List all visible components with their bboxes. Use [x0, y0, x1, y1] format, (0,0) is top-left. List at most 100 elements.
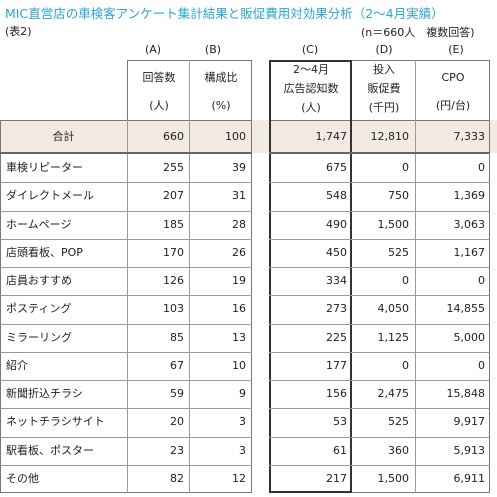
cell-cpo: 0	[478, 161, 485, 174]
cell-cpo: 6,911	[453, 471, 486, 485]
row-divider	[0, 239, 252, 240]
row-divider	[269, 352, 490, 353]
cell-cpo: 1,167	[453, 245, 486, 259]
cell-promo-cost: 525	[388, 415, 409, 429]
cell-ratio: 31	[232, 189, 246, 203]
cell-promo-cost: 1,500	[377, 217, 410, 231]
col-c-header-line3: (人)	[301, 101, 321, 114]
total-label: 合計	[52, 130, 75, 143]
cell-ratio: 39	[232, 161, 246, 174]
total-cpo: 7,333	[453, 130, 486, 143]
cell-cpo: 15,848	[446, 387, 486, 400]
cell-cpo: 3,063	[453, 217, 486, 231]
col-letter-b: (B)	[204, 43, 222, 56]
col-letter-a: (A)	[144, 43, 162, 56]
cell-awareness: 334	[326, 274, 347, 287]
cell-ratio: 28	[232, 217, 246, 231]
row-label: ダイレクトメール	[6, 189, 94, 203]
row-label: ホームページ	[6, 217, 72, 231]
cell-answers: 207	[163, 189, 184, 203]
cell-answers: 85	[170, 330, 184, 344]
cell-answers: 103	[163, 302, 184, 316]
row-divider	[269, 465, 490, 466]
row-divider	[0, 437, 252, 438]
total-awareness: 1,747	[315, 130, 348, 143]
cell-answers: 82	[170, 471, 184, 485]
cell-awareness: 548	[326, 189, 347, 203]
row-label: ミラーリング	[6, 330, 72, 344]
row-divider	[269, 380, 490, 381]
row-divider	[269, 408, 490, 409]
page-title: MIC直営店の車検客アンケート集計結果と販促費用対効果分析（2～4月実績）	[5, 6, 444, 21]
row-divider	[0, 295, 252, 296]
cell-answers: 185	[163, 217, 184, 231]
row-divider	[0, 267, 252, 268]
cell-awareness: 273	[326, 302, 347, 316]
col-letter-c: (C)	[301, 43, 319, 56]
cell-answers: 20	[170, 415, 184, 429]
cell-promo-cost: 750	[388, 189, 409, 203]
body-box-left	[0, 120, 252, 493]
row-divider	[269, 239, 490, 240]
sample-note: (n＝660人 複数回答)	[361, 26, 475, 39]
cell-answers: 23	[170, 443, 184, 457]
cell-awareness: 53	[333, 415, 347, 429]
row-divider	[269, 211, 490, 212]
total-separator	[269, 152, 490, 154]
col-e-header-line2: (円/台)	[435, 99, 471, 112]
total-separator	[0, 152, 252, 154]
row-divider	[0, 465, 252, 466]
col-b-header-line2: (%)	[211, 99, 231, 112]
cell-promo-cost: 1,500	[377, 471, 410, 485]
col-letter-e: (E)	[448, 43, 464, 56]
row-divider	[269, 267, 490, 268]
cell-ratio: 26	[232, 245, 246, 259]
row-label: 車検リピーター	[6, 161, 83, 174]
cell-awareness: 217	[326, 471, 347, 485]
col-a-header-line2: (人)	[149, 99, 169, 112]
total-answers: 660	[163, 130, 184, 143]
cell-ratio: 19	[232, 274, 246, 287]
row-divider	[269, 295, 490, 296]
col-d-header-line3: (千円)	[368, 101, 400, 114]
cell-cpo: 5,913	[453, 443, 486, 457]
row-label: 新聞折込チラシ	[6, 387, 83, 400]
cell-awareness: 225	[326, 330, 347, 344]
row-divider	[0, 324, 252, 325]
row-divider	[0, 380, 252, 381]
cell-promo-cost: 0	[402, 274, 409, 287]
cell-cpo: 5,000	[453, 330, 486, 344]
row-divider	[0, 211, 252, 212]
cell-promo-cost: 1,125	[377, 330, 410, 344]
row-divider	[269, 437, 490, 438]
grid-vline	[127, 120, 128, 493]
col-c-header-line2: 広告認知数	[283, 82, 339, 95]
row-divider	[0, 352, 252, 353]
row-divider	[0, 408, 252, 409]
col-e-header-line1: CPO	[441, 71, 465, 84]
cell-answers: 255	[163, 161, 184, 174]
cell-answers: 59	[170, 387, 184, 400]
cell-cpo: 0	[478, 358, 485, 372]
table-number: (表2)	[5, 25, 32, 38]
cell-promo-cost: 0	[402, 358, 409, 372]
col-a-header-line1: 回答数	[142, 71, 176, 84]
row-divider	[269, 324, 490, 325]
cell-cpo: 1,369	[453, 189, 486, 203]
cell-promo-cost: 360	[388, 443, 409, 457]
cell-awareness: 156	[326, 387, 347, 400]
cell-cpo: 9,917	[453, 415, 486, 429]
grid-vline	[415, 60, 416, 493]
cell-promo-cost: 4,050	[377, 302, 410, 316]
col-d-header-line2: 販促費	[367, 82, 401, 95]
cell-ratio: 9	[239, 387, 246, 400]
cell-awareness: 675	[326, 161, 347, 174]
cell-awareness: 450	[326, 245, 347, 259]
cell-ratio: 13	[232, 330, 246, 344]
cell-ratio: 3	[239, 415, 246, 429]
col-c-highlight-frame	[269, 60, 352, 493]
cell-awareness: 177	[326, 358, 347, 372]
col-b-header-line1: 構成比	[204, 71, 238, 84]
cell-promo-cost: 0	[402, 161, 409, 174]
cell-ratio: 16	[232, 302, 246, 316]
